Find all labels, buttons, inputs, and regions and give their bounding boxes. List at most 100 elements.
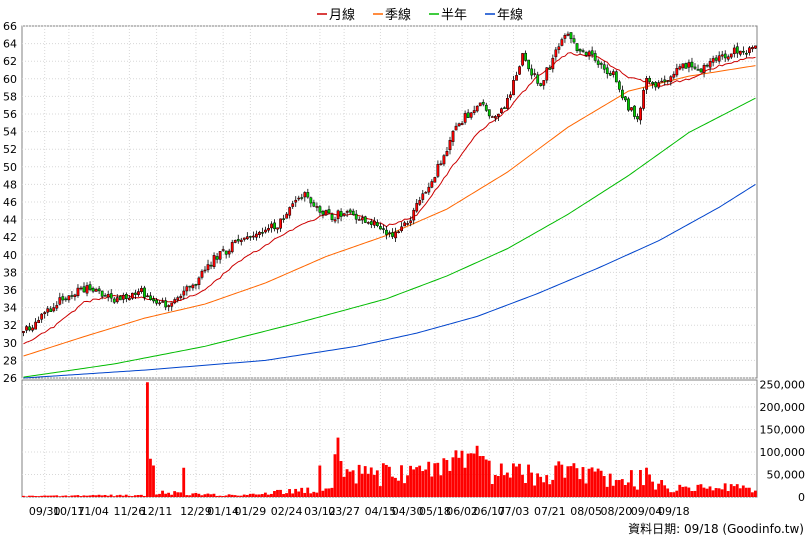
candlestick — [348, 208, 352, 215]
candlestick — [173, 297, 177, 305]
volume-bar — [563, 477, 567, 497]
volume-bar — [215, 495, 219, 497]
candle-body — [360, 217, 364, 221]
candle-body — [164, 300, 168, 308]
candle-body — [681, 63, 685, 69]
candle-body — [397, 231, 400, 233]
candle-body — [366, 222, 370, 224]
candle-body — [690, 61, 694, 68]
price-tick-label: 64 — [3, 38, 17, 51]
candlestick — [379, 222, 382, 230]
candle-body — [218, 251, 222, 260]
candlestick — [554, 47, 558, 61]
candlestick — [22, 331, 25, 337]
legend-label: 年線 — [497, 7, 523, 23]
candlestick — [124, 292, 128, 303]
volume-bar — [744, 487, 748, 497]
candlestick — [372, 217, 376, 229]
volume-bar — [566, 466, 570, 497]
price-tick-label: 58 — [3, 90, 17, 103]
candlestick — [112, 296, 116, 305]
volume-bar — [46, 495, 50, 497]
candle-body — [34, 321, 37, 330]
volume-bar — [49, 495, 53, 497]
candle-body — [351, 210, 355, 215]
price-tick-label: 48 — [3, 178, 17, 191]
candlestick — [409, 216, 413, 227]
volume-bar — [687, 487, 691, 497]
candle-body — [666, 80, 670, 82]
candlestick — [557, 43, 561, 54]
candle-body — [602, 64, 606, 70]
volume-bar — [127, 495, 131, 497]
candlestick — [70, 291, 74, 300]
candlestick — [732, 44, 736, 58]
volume-bar — [100, 495, 104, 497]
volume-bar — [527, 464, 530, 497]
candle-body — [212, 255, 216, 268]
volume-bar — [581, 467, 585, 497]
volume-bar — [124, 494, 128, 497]
candlestick — [509, 91, 512, 101]
candlestick — [454, 122, 458, 131]
candle-body — [696, 69, 700, 71]
price-tick-label: 52 — [3, 143, 17, 156]
candle-body — [469, 112, 473, 118]
candlestick — [158, 300, 162, 306]
candlestick — [49, 306, 53, 312]
candle-body — [454, 125, 458, 131]
candle-body — [575, 43, 579, 51]
volume-bar — [430, 476, 434, 497]
candle-body — [221, 249, 225, 251]
candlestick — [675, 63, 679, 78]
candlestick — [34, 318, 37, 330]
candlestick — [270, 221, 273, 233]
volume-bar — [533, 485, 536, 497]
candlestick — [617, 80, 621, 93]
candle-body — [303, 192, 307, 198]
price-tick-label: 54 — [3, 126, 17, 139]
candle-body — [255, 233, 258, 238]
volume-bar — [273, 491, 276, 497]
candlestick — [754, 45, 757, 49]
candle-body — [530, 68, 534, 76]
date-tick-label: 03/12 — [304, 505, 336, 518]
candlestick — [391, 228, 394, 240]
candlestick — [85, 282, 89, 297]
volume-bar — [542, 482, 546, 497]
candle-body — [478, 102, 482, 107]
candlestick — [421, 189, 425, 203]
volume-bar — [239, 495, 243, 497]
candlestick — [738, 50, 742, 57]
candlestick — [333, 216, 337, 224]
candle-body — [273, 222, 276, 230]
volume-bar — [475, 445, 479, 497]
volume-bar — [614, 480, 618, 497]
legend-label: 半年 — [441, 8, 467, 23]
volume-bar — [639, 470, 642, 497]
candle-body — [560, 39, 564, 46]
ma-month-line — [23, 52, 756, 345]
volume-bar — [632, 486, 636, 497]
candlestick — [430, 179, 434, 189]
candle-body — [124, 294, 128, 300]
candle-body — [521, 53, 524, 66]
candlestick — [448, 136, 452, 155]
candlestick — [500, 107, 503, 115]
candlestick — [300, 193, 304, 201]
candlestick — [140, 285, 143, 294]
candle-body — [267, 228, 270, 231]
date-tick-label: 01/29 — [235, 505, 267, 518]
volume-bar — [729, 484, 733, 497]
candlestick — [245, 232, 249, 240]
volume-bar — [191, 493, 195, 497]
candle-body — [372, 220, 376, 226]
candlestick — [363, 215, 367, 224]
candlestick — [533, 68, 537, 77]
candlestick — [515, 71, 518, 81]
volume-bar — [85, 495, 89, 497]
volume-bar — [97, 494, 101, 497]
candle-body — [233, 240, 237, 243]
candle-body — [593, 53, 597, 61]
candle-body — [106, 294, 110, 298]
